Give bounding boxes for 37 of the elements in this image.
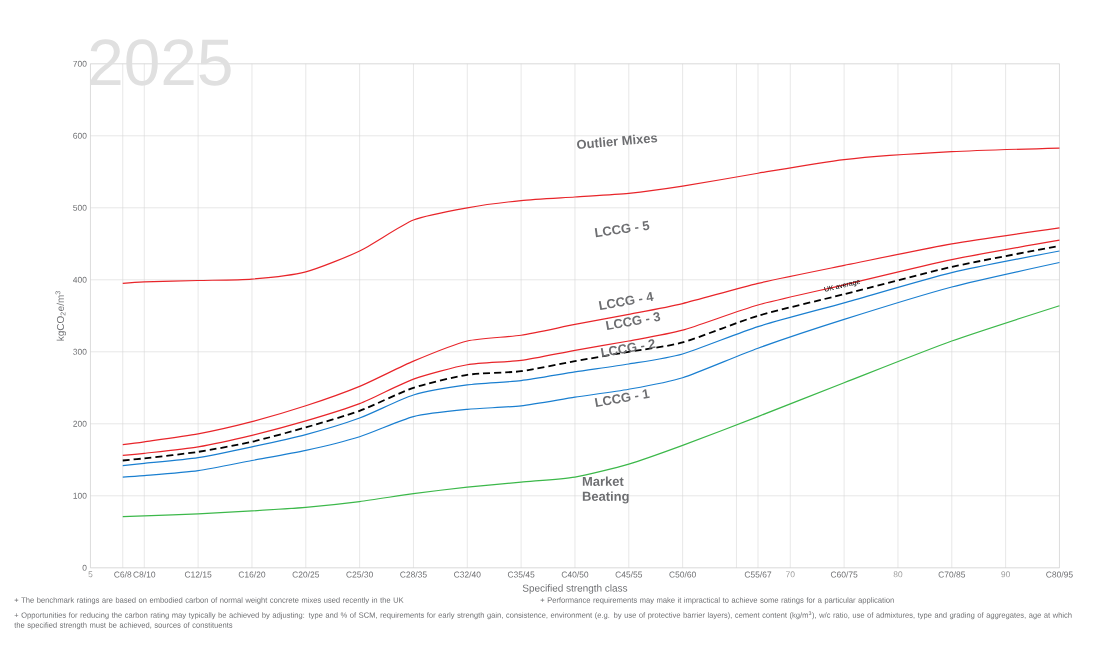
x-tick-label: C20/25 (292, 571, 320, 578)
y-axis-title: kgCO$_{2}$e/m$^{3}$ (55, 291, 66, 341)
x-tick-label: C80/95 (1046, 571, 1073, 578)
y-tick-label: 0 (82, 564, 87, 571)
x-tick-label: C12/15 (184, 571, 212, 578)
y-tick-label: 600 (73, 132, 87, 139)
x-tick-label: 90 (1001, 571, 1010, 578)
annotation: Market Beating (582, 476, 629, 504)
annotation: LCCG - 5 (594, 220, 650, 238)
x-tick-label: 80 (893, 571, 903, 578)
x-tick-label: C55/67 (744, 571, 772, 578)
x-tick-label: 5 (88, 571, 93, 578)
annotation: LCCG - 4 (598, 292, 654, 311)
x-tick-label: C6/8 (114, 571, 132, 578)
x-tick-label: 70 (786, 571, 795, 578)
annotation: Outlier Mixes (577, 134, 658, 149)
x-tick-label: C70/85 (938, 571, 966, 578)
x-tick-label: C45/55 (615, 571, 643, 578)
x-axis-title: Specified strength class (522, 584, 628, 594)
x-tick-label: C25/30 (346, 571, 373, 578)
annotation: LCCG - 3 (605, 312, 661, 331)
annotation: LCCG - 1 (594, 389, 650, 408)
x-tick-label: C60/75 (830, 571, 858, 578)
x-tick-label: C35/45 (507, 571, 535, 578)
y-tick-label: 300 (73, 348, 87, 355)
x-tick-label: C28/35 (400, 571, 427, 578)
y-tick-label: 500 (73, 204, 87, 211)
x-tick-label: C40/50 (561, 571, 589, 578)
y-tick-label: 700 (73, 60, 87, 67)
y-tick-label: 200 (73, 420, 87, 427)
x-tick-label: C32/40 (454, 571, 481, 578)
annotation: LCCG - 2 (600, 339, 656, 358)
y-tick-label: 100 (73, 492, 87, 499)
y-tick-label: 400 (72, 276, 87, 283)
x-tick-label: C50/60 (669, 571, 696, 578)
x-tick-label: C16/20 (238, 571, 266, 578)
x-tick-label: C8/10 (133, 571, 156, 578)
